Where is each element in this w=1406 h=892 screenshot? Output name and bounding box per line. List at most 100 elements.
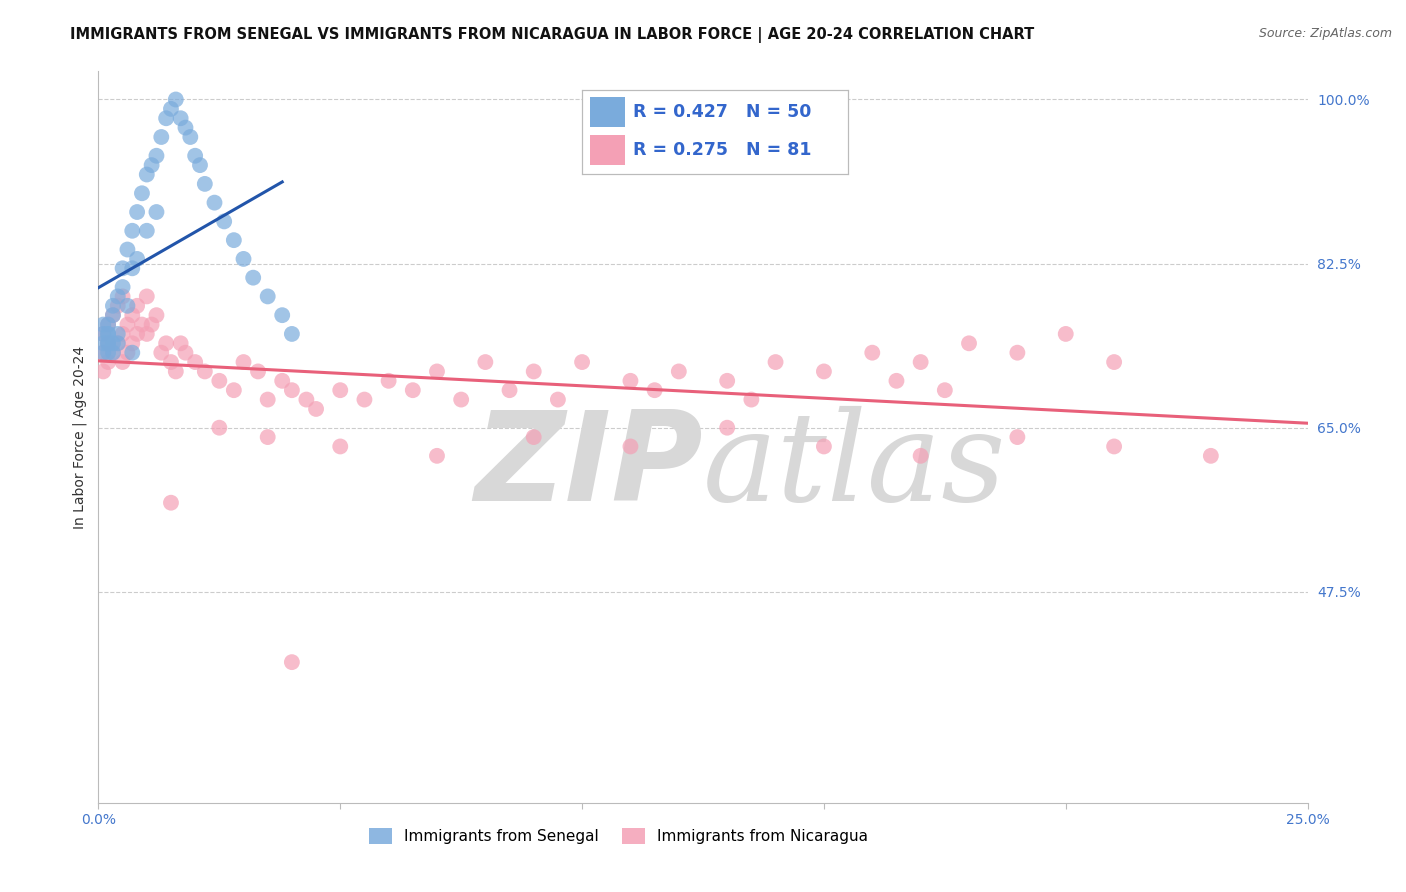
Point (97, 326, 120, 341)
Text: ZIP: ZIP (474, 406, 703, 527)
Point (101, 345, 124, 359)
Point (212, 214, 235, 228)
Point (174, 345, 197, 359)
Point (194, 177, 217, 191)
Point (934, 383, 956, 397)
Point (107, 289, 129, 303)
Point (141, 318, 163, 332)
Point (117, 299, 139, 313)
Point (135, 289, 157, 303)
Point (194, 364, 217, 378)
Point (97, 355, 120, 369)
Point (150, 345, 173, 359)
Point (91, 336, 114, 351)
Point (256, 289, 278, 303)
Point (107, 326, 129, 341)
Point (813, 440, 835, 454)
Point (860, 345, 883, 359)
Point (101, 299, 124, 313)
Point (813, 364, 835, 378)
Legend: Immigrants from Senegal, Immigrants from Nicaragua: Immigrants from Senegal, Immigrants from… (363, 822, 875, 850)
Point (165, 93, 187, 107)
Point (91, 364, 114, 378)
Point (886, 374, 908, 388)
Point (107, 299, 129, 313)
Point (281, 655, 304, 669)
Point (141, 158, 163, 172)
Point (111, 326, 134, 341)
Point (135, 326, 157, 341)
Point (121, 308, 143, 322)
Point (716, 374, 738, 388)
Point (169, 112, 191, 126)
Point (91, 345, 114, 359)
Point (169, 336, 191, 351)
Point (256, 392, 278, 407)
Point (145, 149, 167, 163)
Point (1007, 345, 1029, 359)
Point (160, 355, 183, 369)
Text: Source: ZipAtlas.com: Source: ZipAtlas.com (1258, 27, 1392, 40)
Y-axis label: In Labor Force | Age 20-24: In Labor Force | Age 20-24 (73, 345, 87, 529)
Point (619, 374, 641, 388)
Point (208, 374, 231, 388)
Point (271, 374, 294, 388)
Point (184, 149, 207, 163)
Point (329, 383, 352, 397)
Point (281, 326, 304, 341)
Point (305, 401, 328, 416)
Point (644, 383, 666, 397)
Point (127, 326, 149, 341)
Point (188, 158, 211, 172)
Point (117, 243, 139, 257)
Point (426, 364, 449, 378)
Point (1007, 430, 1029, 444)
Point (107, 336, 129, 351)
Point (295, 392, 318, 407)
Point (1054, 326, 1077, 341)
Point (450, 392, 472, 407)
Text: atlas: atlas (703, 406, 1007, 527)
Point (91, 345, 114, 359)
Point (117, 318, 139, 332)
Point (121, 336, 143, 351)
Point (165, 364, 187, 378)
Point (101, 345, 124, 359)
Point (101, 336, 124, 351)
Point (957, 336, 980, 351)
Point (150, 130, 173, 145)
Point (97, 326, 120, 341)
Point (256, 430, 278, 444)
Point (91, 326, 114, 341)
Point (232, 355, 254, 369)
Point (121, 345, 143, 359)
Point (174, 120, 197, 135)
Point (668, 364, 690, 378)
Point (117, 345, 139, 359)
Point (135, 224, 157, 238)
Point (242, 270, 264, 285)
Point (765, 355, 787, 369)
Point (111, 280, 134, 294)
Point (247, 364, 270, 378)
Point (111, 355, 134, 369)
Point (208, 420, 231, 434)
Point (1199, 449, 1222, 463)
Point (121, 261, 143, 276)
Point (145, 308, 167, 322)
Point (107, 336, 129, 351)
Point (184, 355, 207, 369)
Point (127, 252, 149, 266)
Point (97, 336, 120, 351)
Point (271, 308, 294, 322)
Point (232, 252, 254, 266)
Point (135, 168, 157, 182)
Point (101, 308, 124, 322)
Point (127, 205, 149, 219)
Point (523, 364, 546, 378)
Point (426, 449, 449, 463)
Point (377, 374, 399, 388)
Point (131, 186, 153, 201)
Point (402, 383, 425, 397)
Point (179, 130, 201, 145)
